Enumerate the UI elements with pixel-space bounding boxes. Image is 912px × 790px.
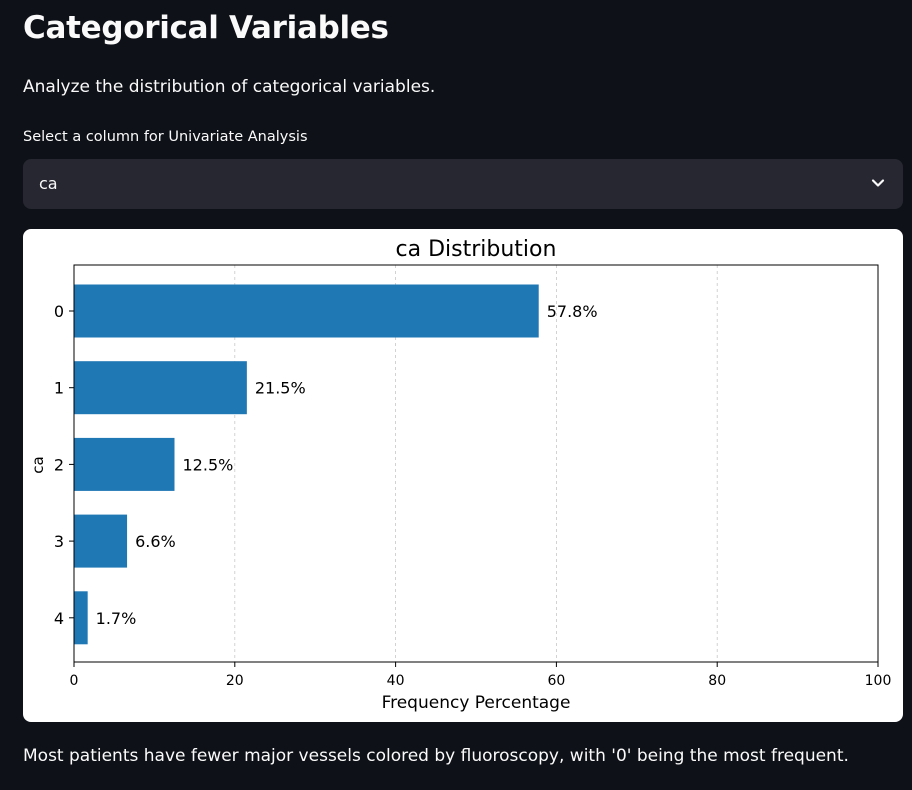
y-tick-label: 4 (54, 609, 64, 628)
y-tick-label: 1 (54, 379, 64, 398)
x-tick-label: 60 (547, 673, 565, 689)
plot-frame (73, 264, 879, 663)
bar (74, 284, 539, 338)
bar-data-label: 21.5% (255, 379, 306, 398)
bar-data-label: 12.5% (183, 455, 234, 474)
bar-data-label: 6.6% (135, 532, 176, 551)
chart-card: 0 20 40 60 80 100 0 57.8% 1 21.5% 2 12.5% 3 6.6% 4 1.7%… (23, 229, 903, 722)
x-tick-label: 20 (226, 673, 244, 689)
x-tick-label: 100 (865, 673, 892, 689)
x-tick-label: 80 (708, 673, 726, 689)
x-tick-label: 0 (70, 673, 79, 689)
bar-data-label: 57.8% (547, 302, 598, 321)
y-axis-label: ca (29, 456, 47, 473)
page-title: Categorical Variables (23, 10, 389, 46)
x-axis-label: Frequency Percentage (382, 693, 571, 713)
bar (74, 361, 247, 415)
column-select[interactable]: ca (23, 159, 903, 209)
chart-title: ca Distribution (396, 237, 557, 262)
x-tick-label: 40 (387, 673, 405, 689)
page-subtitle: Analyze the distribution of categorical … (23, 77, 436, 97)
bar-chart: 0 20 40 60 80 100 0 57.8% 1 21.5% 2 12.5% 3 6.6% 4 1.7%… (29, 237, 892, 713)
chart-caption: Most patients have fewer major vessels c… (23, 746, 849, 766)
y-tick-label: 2 (54, 455, 64, 474)
bar (74, 437, 175, 491)
chevron-down-icon[interactable] (869, 174, 887, 192)
y-tick-label: 3 (54, 532, 64, 551)
select-label: Select a column for Univariate Analysis (23, 129, 308, 145)
select-value: ca (39, 174, 58, 193)
bar (74, 591, 88, 645)
y-tick-label: 0 (54, 302, 64, 321)
bar-data-label: 1.7% (96, 609, 137, 628)
bar (74, 514, 128, 568)
